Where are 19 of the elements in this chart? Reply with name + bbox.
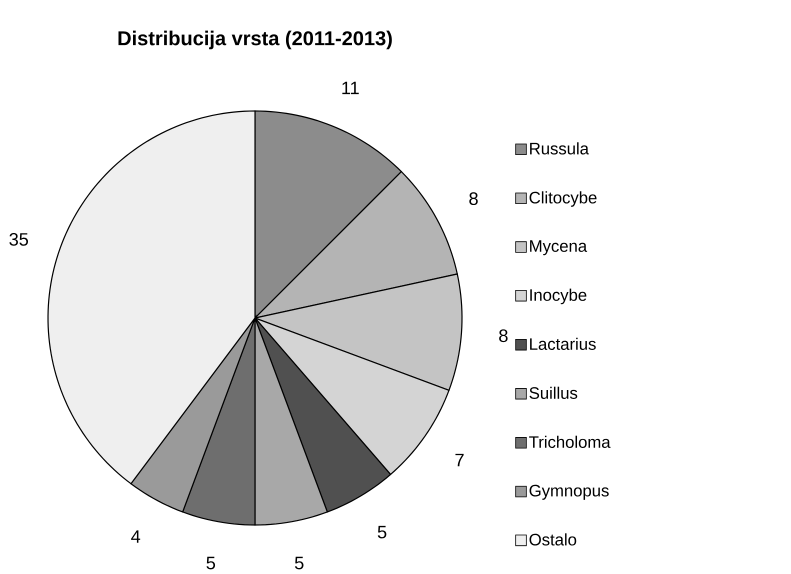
legend-label: Gymnopus — [530, 484, 609, 500]
data-label: 5 — [206, 556, 216, 570]
chart-title: Distribucija vrsta (2011-2013) — [118, 30, 392, 50]
data-label: 35 — [9, 233, 28, 246]
legend-label: Tricholoma — [529, 436, 611, 448]
legend-label: Clitocybe — [530, 191, 597, 207]
data-label: 8 — [469, 192, 478, 206]
legend-label: Inocybe — [530, 288, 586, 304]
data-label: 5 — [378, 526, 386, 539]
data-label: 8 — [499, 330, 508, 342]
data-label: 4 — [131, 530, 140, 543]
legend-label: Lactarius — [530, 338, 596, 350]
data-label: 7 — [455, 454, 464, 466]
data-label: 5 — [294, 556, 304, 570]
legend-label: Ostalo — [530, 533, 576, 546]
legend-label: Mycena — [530, 240, 588, 256]
data-label: 11 — [342, 82, 359, 94]
legend-label: Russula — [530, 142, 589, 155]
legend-label: Suillus — [529, 386, 578, 400]
